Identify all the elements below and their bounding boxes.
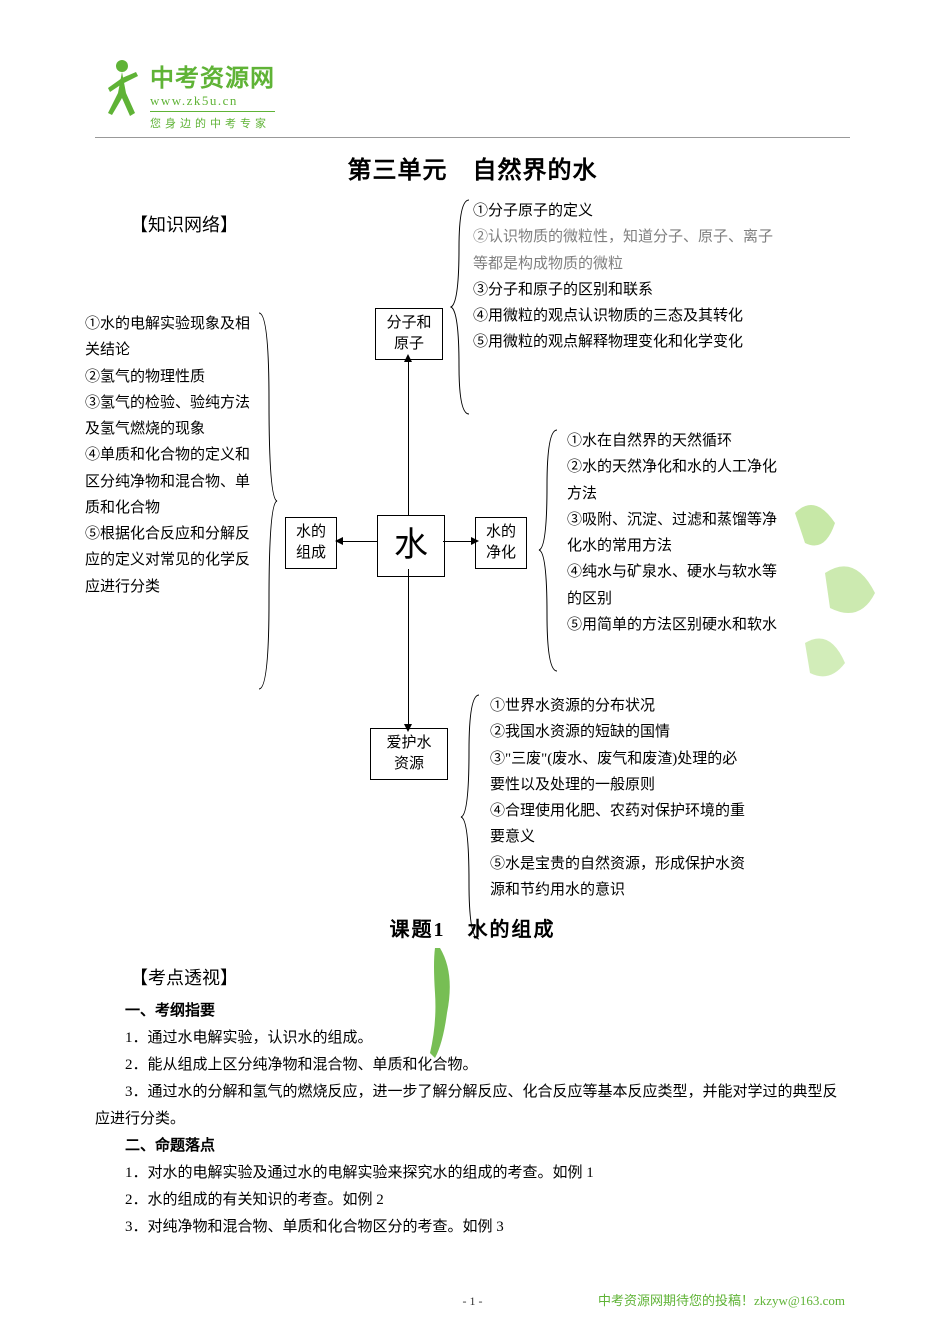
list-item: ②认识物质的微粒性，知道分子、原子、离子等都是构成物质的微粒 [473,224,773,277]
subheading: 二、命题落点 [95,1133,850,1160]
brace-icon [447,198,473,416]
list-item: ④单质和化合物的定义和区分纯净物和混合物、单质和化合物 [85,442,255,521]
node-protect-water: 爱护水 资源 [370,728,448,780]
list-item: ④合理使用化肥、农药对保护环境的重要意义 [490,798,750,851]
node-molecules-atoms: 分子和 原子 [375,308,443,360]
paragraph: 2．能从组成上区分纯净物和混合物、单质和化合物。 [95,1052,850,1079]
paragraph: 1．对水的电解实验及通过水的电解实验来探究水的组成的考查。如例 1 [95,1160,850,1187]
bottom-list: ①世界水资源的分布状况 ②我国水资源的短缺的国情 ③"三废"(废水、废气和废渣)… [490,693,750,903]
brace-icon [535,428,561,673]
node-water: 水 [377,515,445,577]
list-item: ②我国水资源的短缺的国情 [490,719,750,745]
footer-credit: 中考资源网期待您的投稿！zkzyw@163.com [598,1290,845,1309]
list-item: ②水的天然净化和水的人工净化方法 [567,454,787,507]
list-item: ③吸附、沉淀、过滤和蒸馏等净化水的常用方法 [567,507,787,560]
paragraph: 1．通过水电解实验，认识水的组成。 [95,1025,850,1052]
top-list: ①分子原子的定义 ②认识物质的微粒性，知道分子、原子、离子等都是构成物质的微粒 … [473,198,773,356]
body-content: 一、考纲指要 1．通过水电解实验，认识水的组成。 2．能从组成上区分纯净物和混合… [95,998,850,1241]
header-divider [95,137,850,138]
list-item: ③"三废"(废水、废气和废渣)处理的必要性以及处理的一般原则 [490,746,750,799]
list-item: ②氢气的物理性质 [85,364,255,390]
list-item: ⑤用简单的方法区别硬水和软水 [567,612,787,638]
paragraph: 2．水的组成的有关知识的考查。如例 2 [95,1187,850,1214]
page-title: 第三单元 自然界的水 [95,150,850,185]
list-item: ⑤根据化合反应和分解反应的定义对常见的化学反应进行分类 [85,521,255,600]
paragraph: 3．对纯净物和混合物、单质和化合物区分的考查。如例 3 [95,1214,850,1241]
brace-icon [457,693,483,941]
list-item: ①分子原子的定义 [473,198,773,224]
node-water-purification: 水的 净化 [475,517,527,569]
logo-url: www.zk5u.cn [150,93,275,112]
list-item: ⑤水是宝贵的自然资源，形成保护水资源和节约用水的意识 [490,851,750,904]
list-item: ③分子和原子的区别和联系 [473,277,773,303]
logo-title: 中考资源网 [150,58,275,93]
site-logo: 中考资源网 www.zk5u.cn 您身边的中考专家 [100,58,275,131]
node-water-composition: 水的 组成 [285,517,337,569]
list-item: ⑤用微粒的观点解释物理变化和化学变化 [473,329,773,355]
list-item: ①世界水资源的分布状况 [490,693,750,719]
left-list: ①水的电解实验现象及相关结论 ②氢气的物理性质 ③氢气的检验、验纯方法及氢气燃烧… [85,311,255,600]
concept-diagram: 水 分子和 原子 水的 组成 水的 净化 爱护水 资源 ①分子原子的定义 ②认识… [95,203,850,923]
watermark-icon [775,483,895,703]
subheading: 一、考纲指要 [95,998,850,1025]
logo-figure-icon [100,58,145,128]
section-exam-points: 【考点透视】 [130,964,850,990]
list-item: ④用微粒的观点认识物质的三态及其转化 [473,303,773,329]
list-item: ①水的电解实验现象及相关结论 [85,311,255,364]
brace-icon [255,311,281,691]
right-list: ①水在自然界的天然循环 ②水的天然净化和水的人工净化方法 ③吸附、沉淀、过滤和蒸… [567,428,787,638]
logo-slogan: 您身边的中考专家 [150,115,275,131]
list-item: ④纯水与矿泉水、硬水与软水等的区别 [567,559,787,612]
list-item: ①水在自然界的天然循环 [567,428,787,454]
list-item: ③氢气的检验、验纯方法及氢气燃烧的现象 [85,390,255,443]
paragraph: 3．通过水的分解和氢气的燃烧反应，进一步了解分解反应、化合反应等基本反应类型，并… [95,1079,850,1133]
